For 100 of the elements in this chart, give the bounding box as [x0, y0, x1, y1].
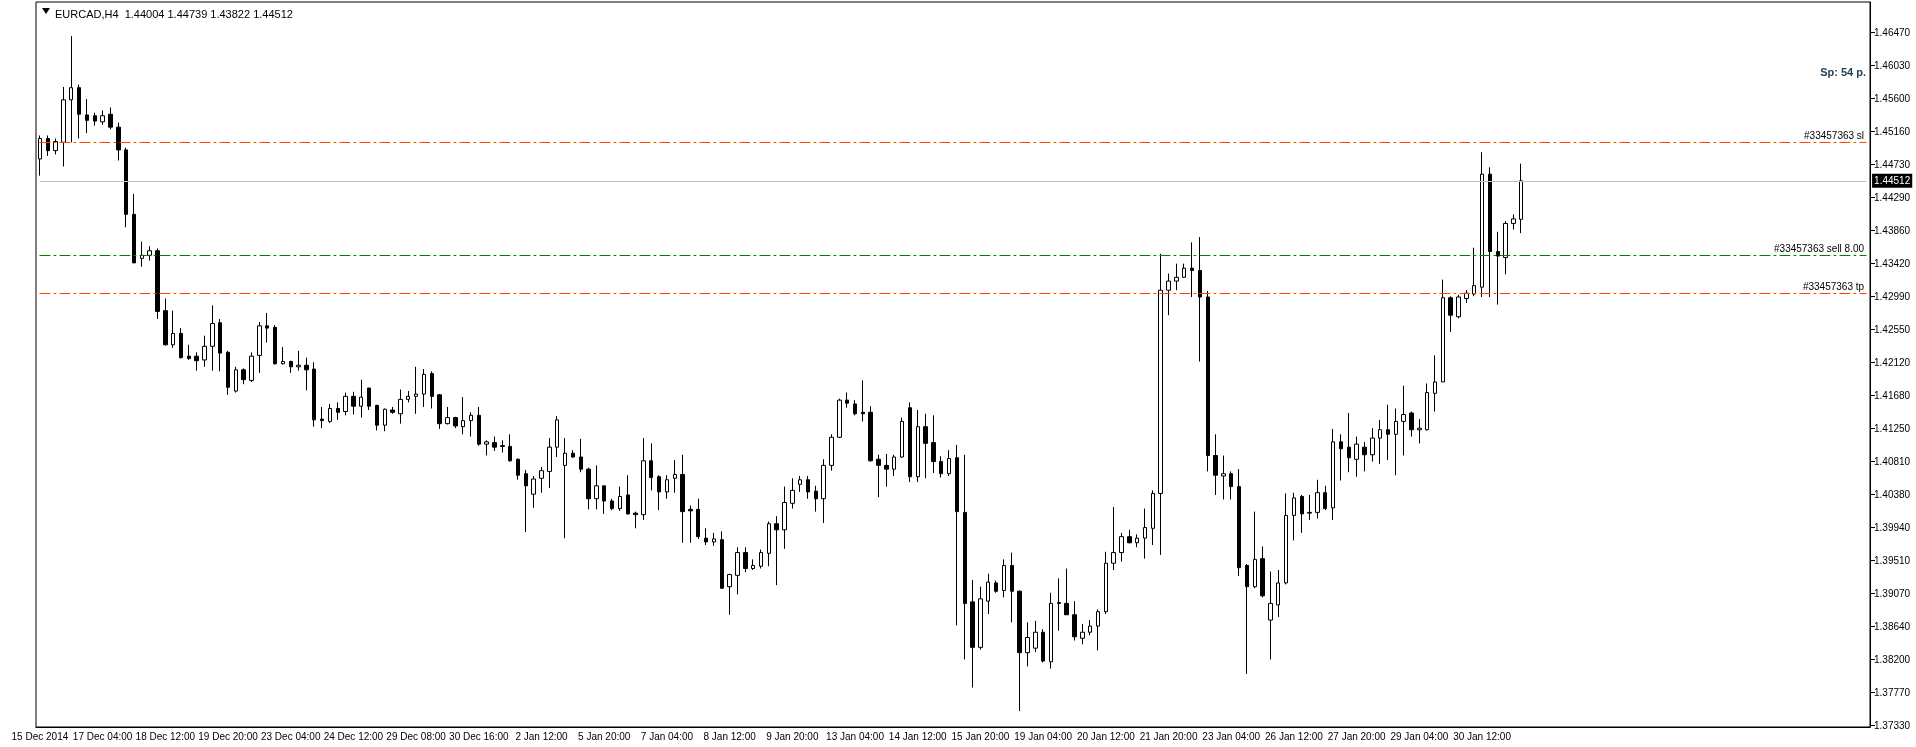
candlestick [853, 399, 857, 416]
candlestick [735, 546, 740, 595]
candlestick [367, 387, 371, 411]
candlestick [124, 147, 128, 228]
candlestick [163, 298, 168, 347]
candlestick [1198, 236, 1202, 362]
candlestick [1002, 558, 1006, 598]
x-tick-label: 2 Jan 12:00 [515, 730, 569, 742]
candlestick [829, 433, 834, 472]
candlestick [1480, 151, 1484, 298]
candlestick [1362, 441, 1367, 472]
candlestick [814, 485, 818, 513]
candlestick [1386, 404, 1390, 461]
candlestick [1206, 290, 1210, 472]
candlestick [900, 417, 904, 459]
y-tick-label: 1.42990 [1874, 290, 1911, 302]
y-tick-label: 1.39510 [1874, 554, 1911, 566]
y-tick-label: 1.38640 [1874, 620, 1911, 632]
candlestick [77, 84, 81, 140]
y-tick-label: 1.37770 [1874, 686, 1911, 698]
candlestick [202, 335, 207, 368]
candlestick [767, 520, 771, 567]
candlestick [931, 414, 936, 474]
candlestick [1190, 241, 1194, 298]
candlestick [1229, 470, 1233, 500]
candlestick [257, 321, 262, 374]
candlestick [187, 344, 191, 361]
candlestick [916, 409, 920, 483]
candlestick [665, 474, 669, 500]
x-tick-label: 27 Jan 20:00 [1327, 730, 1386, 742]
candlestick [210, 304, 215, 372]
candlestick [85, 98, 89, 134]
candlestick [524, 469, 528, 533]
candlestick [1049, 592, 1053, 670]
candlestick [1276, 569, 1280, 618]
candlestick [1331, 428, 1335, 521]
candlestick [500, 439, 505, 453]
candlestick [970, 579, 975, 689]
candlestick [1119, 532, 1124, 563]
candlestick [351, 391, 356, 416]
candlestick [806, 475, 810, 500]
candlestick [69, 35, 73, 143]
candlestick [1401, 385, 1406, 456]
candlestick [1260, 546, 1265, 598]
y-tick-label: 1.44290 [1874, 192, 1911, 204]
x-tick-label: 23 Jan 04:00 [1202, 730, 1261, 742]
x-tick-label: 20 Jan 12:00 [1076, 730, 1136, 742]
x-tick-label: 29 Jan 04:00 [1390, 730, 1449, 742]
candlestick [1339, 433, 1343, 482]
x-tick-label: 5 Jan 20:00 [578, 730, 631, 742]
y-tick-label: 1.45600 [1874, 92, 1911, 104]
candlestick [1151, 489, 1155, 546]
candlestick [132, 193, 136, 264]
candlestick [939, 455, 943, 478]
candlestick [610, 498, 614, 511]
candlestick [1354, 436, 1359, 478]
y-tick-label: 1.46030 [1874, 60, 1911, 72]
y-tick-label: 1.41250 [1874, 422, 1911, 434]
y-tick-label: 1.43420 [1874, 258, 1911, 270]
candlestick [1253, 511, 1257, 589]
candlestick [798, 475, 802, 493]
candlestick [1496, 231, 1500, 306]
candlestick [46, 134, 50, 157]
candlestick [1041, 628, 1045, 664]
candlestick [1323, 485, 1327, 511]
candlestick [469, 411, 473, 438]
candlestick [53, 138, 58, 155]
candlestick [1300, 494, 1304, 534]
candlestick [563, 437, 567, 539]
x-tick-label: 19 Dec 20:00 [198, 730, 259, 742]
candlestick [1394, 407, 1398, 476]
candlestick [1143, 508, 1147, 560]
candlestick [359, 379, 363, 419]
candlestick [1245, 563, 1249, 675]
candlestick [179, 327, 183, 359]
candlestick [312, 361, 316, 428]
candlestick [1025, 621, 1030, 667]
candlestick [1307, 494, 1312, 521]
candlestick [680, 454, 685, 544]
candlestick [547, 437, 552, 489]
candlestick [1511, 213, 1516, 231]
candlestick [155, 247, 160, 320]
candlestick [1433, 354, 1437, 413]
x-tick-label: 30 Jan 12:00 [1453, 730, 1512, 742]
candlestick [1425, 382, 1429, 431]
y-tick-label: 1.37330 [1874, 719, 1911, 731]
candlestick [1347, 412, 1351, 473]
y-tick-label: 1.39940 [1874, 522, 1911, 534]
y-tick-label: 1.45160 [1874, 126, 1911, 138]
candlestick [696, 498, 700, 540]
candlestick [226, 350, 230, 396]
candlestick [641, 437, 646, 521]
candlestick [1080, 623, 1085, 645]
candlestick [579, 438, 583, 473]
y-tick-label: 1.39070 [1874, 588, 1911, 600]
x-tick-label: 30 Dec 16:00 [449, 730, 509, 742]
candlestick [61, 86, 66, 168]
candlestick [218, 318, 222, 372]
candlestick [390, 406, 395, 415]
candlestick [986, 573, 990, 615]
